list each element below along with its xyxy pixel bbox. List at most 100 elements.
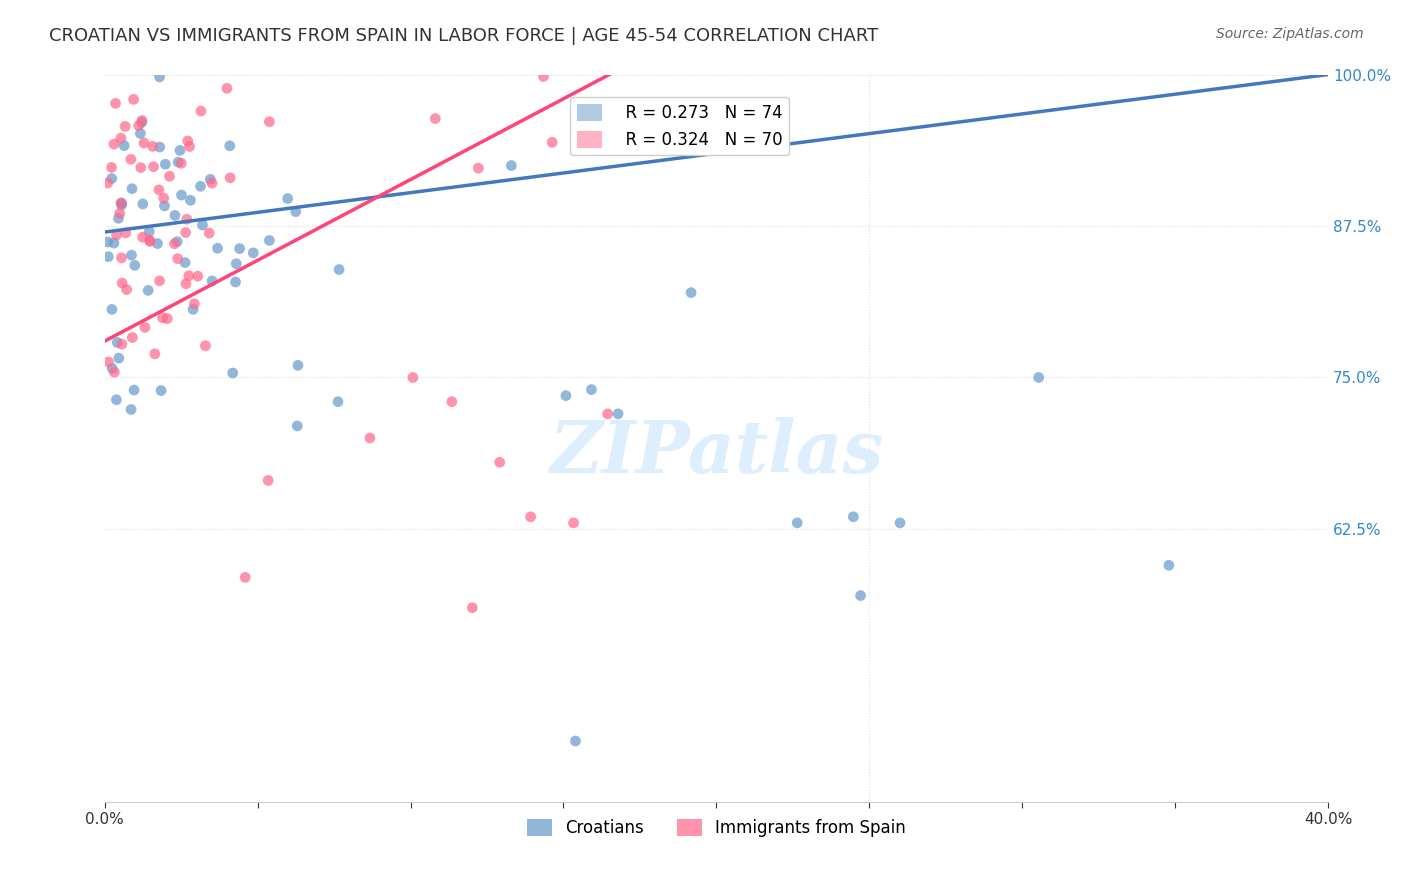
Legend: Croatians, Immigrants from Spain: Croatians, Immigrants from Spain [520,813,912,844]
Point [104,96,127,111]
Point [174,277,197,291]
Point [115,283,138,297]
Point [150,384,173,398]
Point [1028,370,1050,384]
Point [148,70,170,84]
Point [131,113,153,128]
Point [842,509,865,524]
Point [285,418,308,433]
Point [127,55,149,70]
Point [148,183,170,197]
Point [105,228,128,243]
Point [131,230,153,244]
Point [155,157,177,171]
Point [849,589,872,603]
Point [142,160,165,174]
Point [581,383,603,397]
Point [108,206,131,220]
Point [129,161,152,175]
Point [198,226,221,240]
Point [132,136,155,150]
Point [122,383,145,397]
Point [225,257,247,271]
Point [136,284,159,298]
Point [181,302,204,317]
Point [111,276,134,290]
Point [488,455,510,469]
Point [1243,55,1265,70]
Point [121,182,143,196]
Point [100,171,122,186]
Point [201,176,224,190]
Point [131,115,153,129]
Point [163,208,186,222]
Point [194,339,217,353]
Point [201,274,224,288]
Point [143,347,166,361]
Point [461,600,484,615]
Point [228,242,250,256]
Point [120,402,142,417]
Point [138,225,160,239]
Point [541,136,564,150]
Point [287,359,309,373]
Text: CROATIAN VS IMMIGRANTS FROM SPAIN IN LABOR FORCE | AGE 45-54 CORRELATION CHART: CROATIAN VS IMMIGRANTS FROM SPAIN IN LAB… [49,27,879,45]
Point [97,56,120,70]
Point [183,297,205,311]
Point [170,188,193,202]
Point [207,241,229,255]
Point [134,320,156,334]
Point [103,137,125,152]
Point [97,235,120,249]
Point [533,70,555,84]
Point [101,361,124,376]
Point [177,134,200,148]
Point [142,139,165,153]
Point [149,274,172,288]
Point [222,366,245,380]
Point [132,197,155,211]
Point [218,138,240,153]
Point [167,155,190,169]
Point [328,262,350,277]
Point [108,351,131,366]
Point [153,199,176,213]
Point [146,236,169,251]
Point [110,251,132,265]
Point [159,169,181,184]
Point [257,474,280,488]
Point [97,355,120,369]
Point [152,191,174,205]
Point [120,153,142,167]
Point [224,275,246,289]
Point [440,394,463,409]
Point [176,212,198,227]
Point [889,516,911,530]
Point [174,255,197,269]
Point [564,734,586,748]
Point [110,196,132,211]
Point [149,140,172,154]
Point [786,516,808,530]
Point [190,104,212,119]
Point [156,311,179,326]
Point [105,392,128,407]
Point [110,131,132,145]
Point [177,268,200,283]
Point [100,161,122,175]
Point [179,194,201,208]
Point [166,235,188,249]
Point [179,139,201,153]
Point [596,407,619,421]
Point [152,310,174,325]
Point [169,144,191,158]
Point [103,365,125,379]
Point [105,335,128,350]
Point [163,236,186,251]
Point [681,285,703,300]
Point [97,55,120,70]
Point [259,234,281,248]
Point [97,250,120,264]
Point [121,248,143,262]
Point [277,192,299,206]
